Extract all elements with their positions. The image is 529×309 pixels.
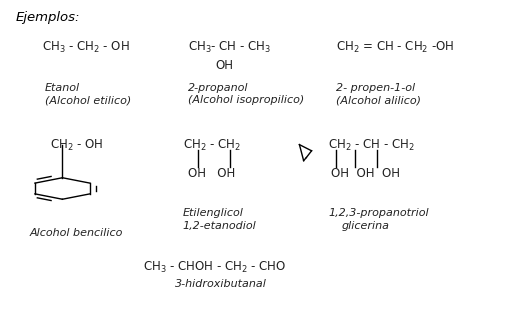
Text: Ejemplos:: Ejemplos:: [16, 11, 80, 24]
Text: (Alcohol isopropilico): (Alcohol isopropilico): [188, 95, 304, 105]
Text: OH: OH: [215, 59, 233, 72]
Text: CH$_2$ = CH - CH$_2$ -OH: CH$_2$ = CH - CH$_2$ -OH: [336, 40, 454, 55]
Text: CH$_2$ - OH: CH$_2$ - OH: [50, 138, 104, 153]
Text: 3-hidroxibutanal: 3-hidroxibutanal: [175, 279, 267, 289]
Text: Etanol: Etanol: [45, 83, 80, 93]
Text: 2- propen-1-ol: 2- propen-1-ol: [336, 83, 415, 93]
Text: CH$_3$ - CH$_2$ - OH: CH$_3$ - CH$_2$ - OH: [42, 40, 130, 55]
Text: Alcohol bencilico: Alcohol bencilico: [29, 228, 123, 238]
Text: OH   OH: OH OH: [188, 167, 235, 180]
Text: CH$_3$ - CHOH - CH$_2$ - CHO: CH$_3$ - CHOH - CH$_2$ - CHO: [143, 260, 286, 275]
Text: Etilenglicol: Etilenglicol: [183, 208, 243, 218]
Text: CH$_2$ - CH$_2$: CH$_2$ - CH$_2$: [183, 138, 241, 153]
Text: glicerina: glicerina: [341, 221, 389, 231]
Text: (Alcohol alilico): (Alcohol alilico): [336, 95, 421, 105]
Text: 2-propanol: 2-propanol: [188, 83, 248, 93]
Text: 1,2,3-propanotriol: 1,2,3-propanotriol: [328, 208, 428, 218]
Text: OH  OH  OH: OH OH OH: [331, 167, 399, 180]
Text: (Alcohol etilico): (Alcohol etilico): [45, 95, 131, 105]
Text: CH$_2$ - CH - CH$_2$: CH$_2$ - CH - CH$_2$: [328, 138, 415, 153]
Text: CH$_3$- CH - CH$_3$: CH$_3$- CH - CH$_3$: [188, 40, 271, 55]
Text: 1,2-etanodiol: 1,2-etanodiol: [183, 221, 256, 231]
